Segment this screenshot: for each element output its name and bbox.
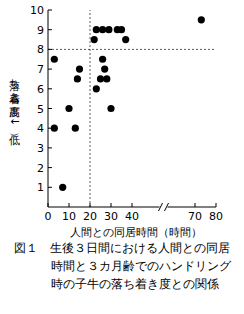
point [122, 36, 129, 43]
point [59, 184, 66, 191]
x-tick [111, 203, 112, 207]
axis-break-gap [160, 204, 168, 210]
point [74, 75, 81, 82]
x-tick-label: 30 [104, 210, 118, 223]
y-tick-label: 5 [37, 103, 44, 116]
y-tick [48, 108, 52, 109]
y-tick-label: 7 [37, 63, 44, 76]
x-tick [195, 203, 196, 207]
y-tick-label: 4 [37, 122, 44, 135]
caption-line: 時間と３カ月齢でのハンドリング [51, 259, 232, 273]
chart: 1 2 3 4 5 6 7 8 9 10 0 10 20 30 40 70 80 人間との同居時間（時間） 落ち着き… [0, 0, 244, 314]
y-tick [48, 29, 52, 30]
point [93, 85, 100, 92]
points [51, 16, 205, 191]
point [118, 26, 125, 33]
y-tick [48, 10, 52, 11]
y-tick-label: 8 [37, 43, 44, 56]
point [51, 56, 58, 63]
point [107, 105, 114, 112]
x-tick-label: 0 [45, 210, 52, 223]
x-tick-label: 70 [188, 210, 202, 223]
point [101, 66, 108, 73]
point [72, 125, 79, 132]
x-tick [48, 203, 49, 207]
point [93, 26, 100, 33]
y-tick-label: 6 [37, 83, 44, 96]
point [99, 56, 106, 63]
point [103, 75, 110, 82]
x-tick-label: 40 [125, 210, 139, 223]
y-axis-label: 落ち着き度（高↑－↓低） [8, 71, 21, 146]
x-tick [132, 203, 133, 207]
y-tick-label: 1 [37, 181, 44, 194]
y-tick-label: 10 [30, 4, 44, 17]
x-tick [216, 203, 217, 207]
point [51, 125, 58, 132]
x-tick-label: 10 [62, 210, 76, 223]
point [105, 26, 112, 33]
y-tick [48, 69, 52, 70]
point [91, 36, 98, 43]
y-tick [48, 147, 52, 148]
point [198, 16, 205, 23]
reference-vline [90, 10, 91, 207]
y-tick [48, 167, 52, 168]
y-tick-label: 2 [37, 162, 44, 175]
point [97, 75, 104, 82]
point [99, 26, 106, 33]
x-tick-label: 20 [83, 210, 97, 223]
x-axis-label: 人間との同居時間（時間） [70, 226, 202, 239]
x-tick [90, 203, 91, 207]
y-tick [48, 88, 52, 89]
point [65, 105, 72, 112]
axis-break [165, 203, 169, 211]
point [76, 66, 83, 73]
x-tick [69, 203, 70, 207]
y-tick-label: 9 [37, 24, 44, 37]
y-tick [48, 49, 52, 50]
caption-line: 図１ 生後３日間における人間との同居 [14, 241, 230, 255]
y-tick [48, 187, 52, 188]
axis-break [159, 203, 163, 211]
caption-line: 時の子牛の落ち着き度との関係 [51, 277, 219, 291]
y-tick-label: 3 [37, 142, 44, 155]
x-tick-label: 80 [209, 210, 223, 223]
reference-hline [48, 49, 216, 50]
